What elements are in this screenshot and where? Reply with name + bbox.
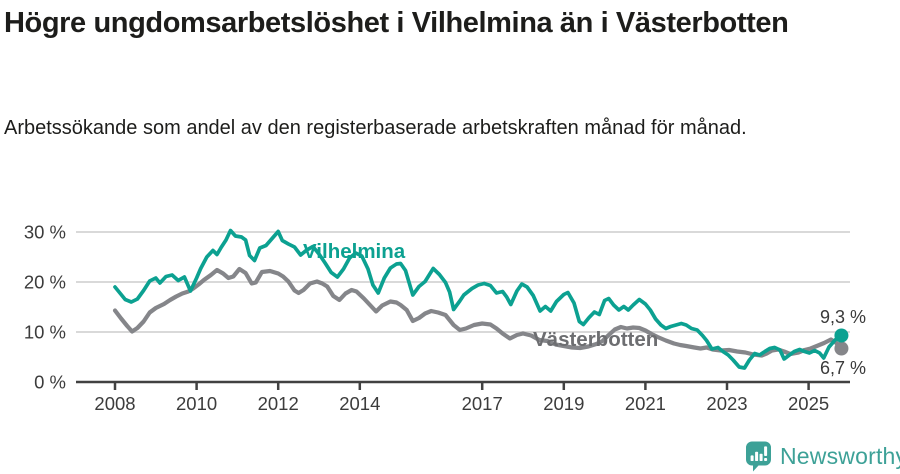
line-chart: 0 % 10 % 20 % 30 % 2008 2010 2012 2014 2017 2019 2… [24, 222, 866, 415]
x-tick-label: 2021 [625, 393, 666, 414]
y-tick-label: 30 % [24, 222, 66, 243]
x-tick-label: 2019 [543, 393, 584, 414]
y-tick-label: 0 % [34, 372, 66, 393]
x-tick-label: 2025 [788, 393, 829, 414]
end-dot-vilhelmina [834, 328, 849, 343]
x-tick-label: 2017 [462, 393, 503, 414]
newsworthy-logo-icon [746, 441, 771, 472]
x-tick-label: 2012 [258, 393, 299, 414]
x-tick-label: 2023 [706, 393, 747, 414]
y-tick-label: 10 % [24, 322, 66, 343]
series-lines [112, 228, 843, 370]
newsworthy-brand[interactable]: Newsworthy [745, 441, 900, 472]
x-tick-label: 2014 [339, 393, 380, 414]
end-value-label-vasterbotten: 6,7 % [820, 358, 866, 378]
end-dot-västerbotten [834, 341, 849, 356]
newsworthy-brand-text: Newsworthy [780, 443, 900, 469]
end-value-label-vilhelmina: 9,3 % [820, 307, 866, 327]
x-axis: 0 % 10 % 20 % 30 % 2008 2010 2012 2014 2017 2019 2… [24, 222, 850, 414]
x-tick-label: 2008 [94, 393, 135, 414]
y-tick-label: 20 % [24, 272, 66, 293]
series-end-dots [834, 328, 849, 356]
chart-subtitle: Arbetssökande som andel av den registerb… [4, 117, 747, 139]
series-label-vasterbotten: Västerbotten [533, 328, 658, 351]
gridlines [76, 231, 850, 333]
series-label-vilhelmina: Vilhelmina [303, 240, 406, 263]
page-title: Högre ungdomsarbetslöshet i Vilhelmina ä… [4, 7, 789, 39]
x-tick-label: 2010 [176, 393, 217, 414]
series-line-vilhelmina [113, 228, 843, 370]
